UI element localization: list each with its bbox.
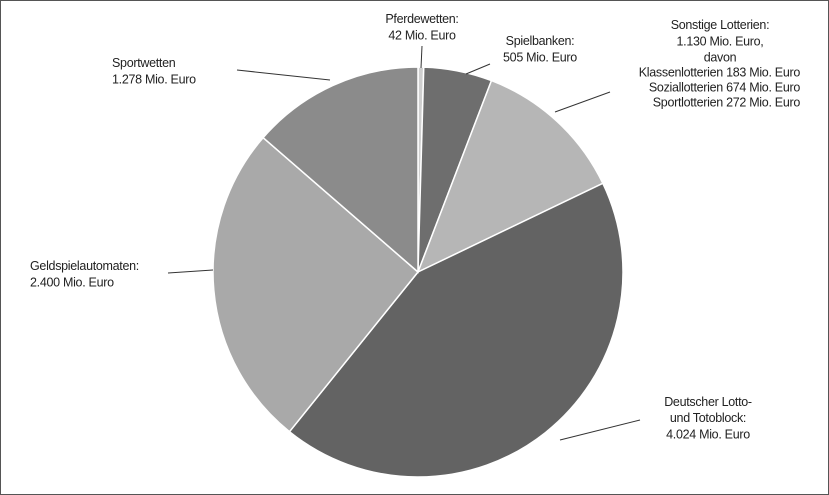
pie-slice	[262, 66, 419, 274]
slice-value-label: 1.278 Mio. Euro	[112, 72, 196, 86]
slice-label: Geldspielautomaten:	[30, 259, 139, 273]
leader-line	[554, 91, 611, 113]
slice-label: Spielbanken:	[506, 34, 575, 48]
slice-label: Pferdewetten:	[385, 12, 458, 26]
annotation: davon	[704, 50, 737, 64]
slice-value-label: 4.024 Mio. Euro	[666, 427, 750, 441]
annotation: Klassenlotterien 183 Mio. Euro	[639, 65, 801, 79]
leader-line	[559, 419, 641, 441]
slice-value-label: 2.400 Mio. Euro	[30, 275, 114, 289]
leader-line	[236, 69, 331, 81]
leader-line	[465, 63, 491, 75]
annotation: Soziallotterien 674 Mio. Euro	[649, 80, 800, 94]
slice-value-label: 42 Mio. Euro	[388, 28, 456, 42]
leader-line	[167, 269, 214, 274]
slice-value-label: 505 Mio. Euro	[503, 50, 577, 64]
annotation: Sportlotterien 272 Mio. Euro	[653, 95, 801, 109]
leader-line	[420, 45, 423, 69]
pie-slice	[212, 136, 420, 433]
pie-slice	[288, 182, 624, 478]
slice-value-label: 1.130 Mio. Euro,	[677, 34, 764, 48]
pie-slice	[416, 79, 604, 274]
slice-label: Sonstige Lotterien:	[671, 18, 770, 32]
slice-label: Sportwetten	[112, 56, 176, 70]
slice-label: Deutscher Lotto-und Totoblock:	[664, 395, 752, 425]
